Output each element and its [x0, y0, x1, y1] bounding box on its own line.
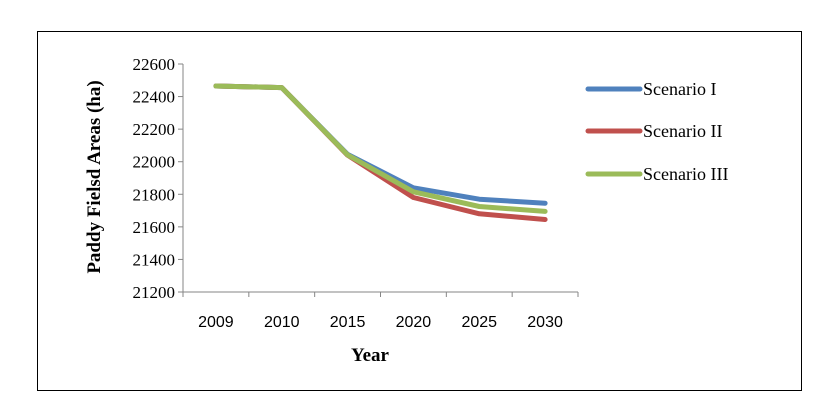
x-tick-label: 2010 — [264, 314, 300, 331]
x-tick-label: 2025 — [461, 314, 497, 331]
legend-label-1: Scenario I — [643, 79, 716, 99]
x-axis-title: Year — [351, 345, 390, 366]
series-layer — [213, 83, 548, 222]
x-tick-label: 2009 — [198, 314, 234, 331]
y-axis-title: Paddy Fielsd Areas (ha) — [84, 80, 105, 273]
x-tick-label: 2020 — [396, 314, 432, 331]
y-axis: 21200 21400 21600 21800 22000 22200 22400 22600 — [133, 55, 184, 302]
y-tick-label: 22000 — [133, 153, 176, 172]
legend: Scenario I Scenario II Scenario III — [585, 79, 728, 184]
y-tick-label: 21600 — [133, 218, 176, 237]
y-tick-label: 22600 — [133, 55, 176, 74]
legend-label-2: Scenario II — [643, 121, 722, 141]
series-line-1 — [213, 83, 548, 206]
x-tick-label: 2015 — [330, 314, 366, 331]
legend-label-3: Scenario III — [643, 164, 728, 184]
x-axis: 2009 2010 2015 2020 2025 2030 — [182, 291, 579, 331]
y-tick-label: 21400 — [133, 250, 176, 269]
y-tick-label: 22400 — [133, 88, 176, 107]
series-line-3 — [213, 83, 548, 214]
y-tick-label: 21200 — [133, 283, 176, 302]
chart-frame — [37, 31, 802, 391]
y-tick-label: 22200 — [133, 120, 176, 139]
x-tick-label: 2030 — [527, 314, 563, 331]
y-tick-label: 21800 — [133, 185, 176, 204]
